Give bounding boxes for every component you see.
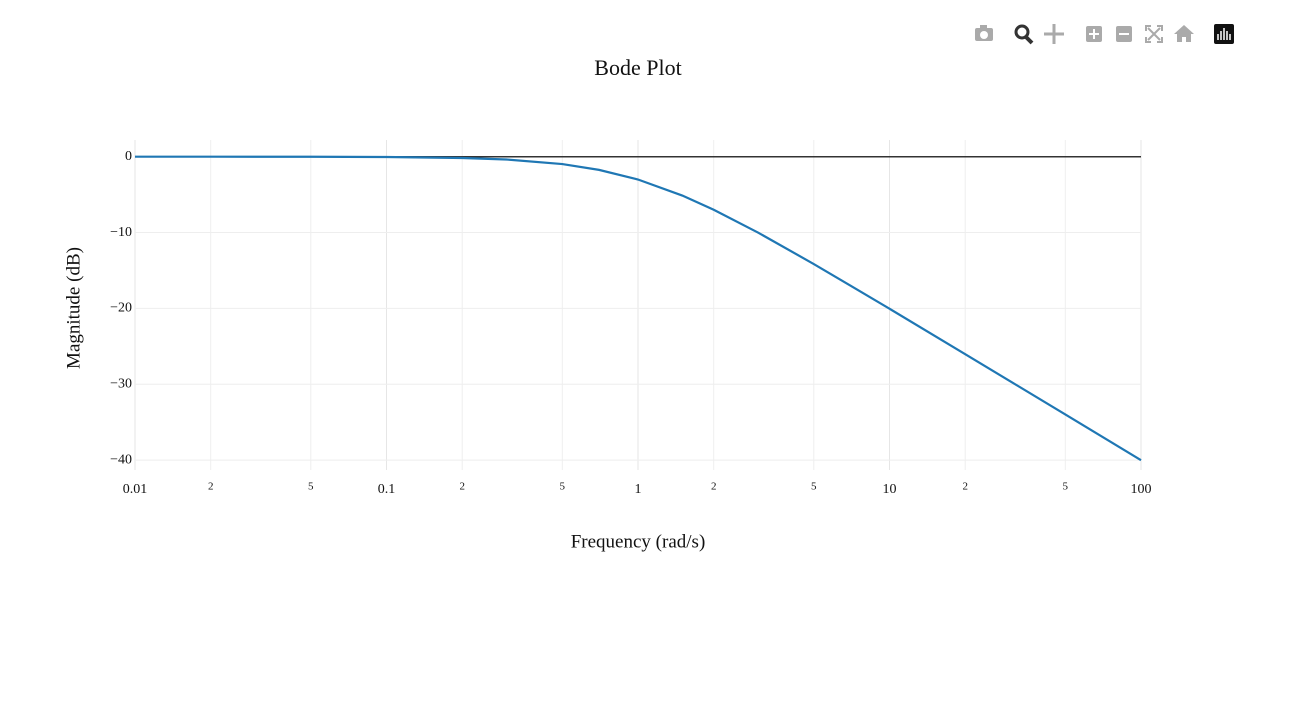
chart-title: Bode Plot: [594, 55, 681, 80]
zoom-out-button[interactable]: [1116, 26, 1132, 42]
modebar: [975, 24, 1234, 45]
reset-button[interactable]: [1174, 25, 1194, 42]
y-tick-label: −20: [110, 301, 132, 316]
y-tick-label: −10: [110, 225, 132, 240]
x-tick-label: 1: [635, 482, 642, 497]
x-tick-label: 2: [962, 481, 968, 493]
x-tick-label: 0.01: [123, 482, 148, 497]
x-axis-title: Frequency (rad/s): [571, 531, 706, 552]
zoom-button[interactable]: [1014, 24, 1034, 45]
x-tick-label: 100: [1131, 482, 1152, 497]
camera-button[interactable]: [975, 25, 993, 41]
zoom-in-button[interactable]: [1086, 26, 1102, 42]
x-tick-label: 5: [1063, 481, 1069, 493]
x-tick-label: 0.1: [378, 482, 396, 497]
x-tick-label: 5: [811, 481, 817, 493]
x-tick-label: 10: [883, 482, 897, 497]
plotly-logo[interactable]: [1214, 24, 1234, 44]
x-tick-label: 2: [459, 481, 465, 493]
y-axis-title: Magnitude (dB): [63, 247, 84, 369]
y-tick-label: 0: [125, 149, 132, 164]
y-tick-label: −30: [110, 376, 132, 391]
x-tick-label: 2: [711, 481, 717, 493]
y-tick-label: −40: [110, 452, 132, 467]
x-tick-label: 5: [308, 481, 314, 493]
x-tick-label: 2: [208, 481, 214, 493]
pan-button[interactable]: [1044, 24, 1064, 44]
x-tick-label: 5: [560, 481, 566, 493]
autoscale-button[interactable]: [1145, 25, 1163, 43]
line-series: [135, 155, 1142, 462]
